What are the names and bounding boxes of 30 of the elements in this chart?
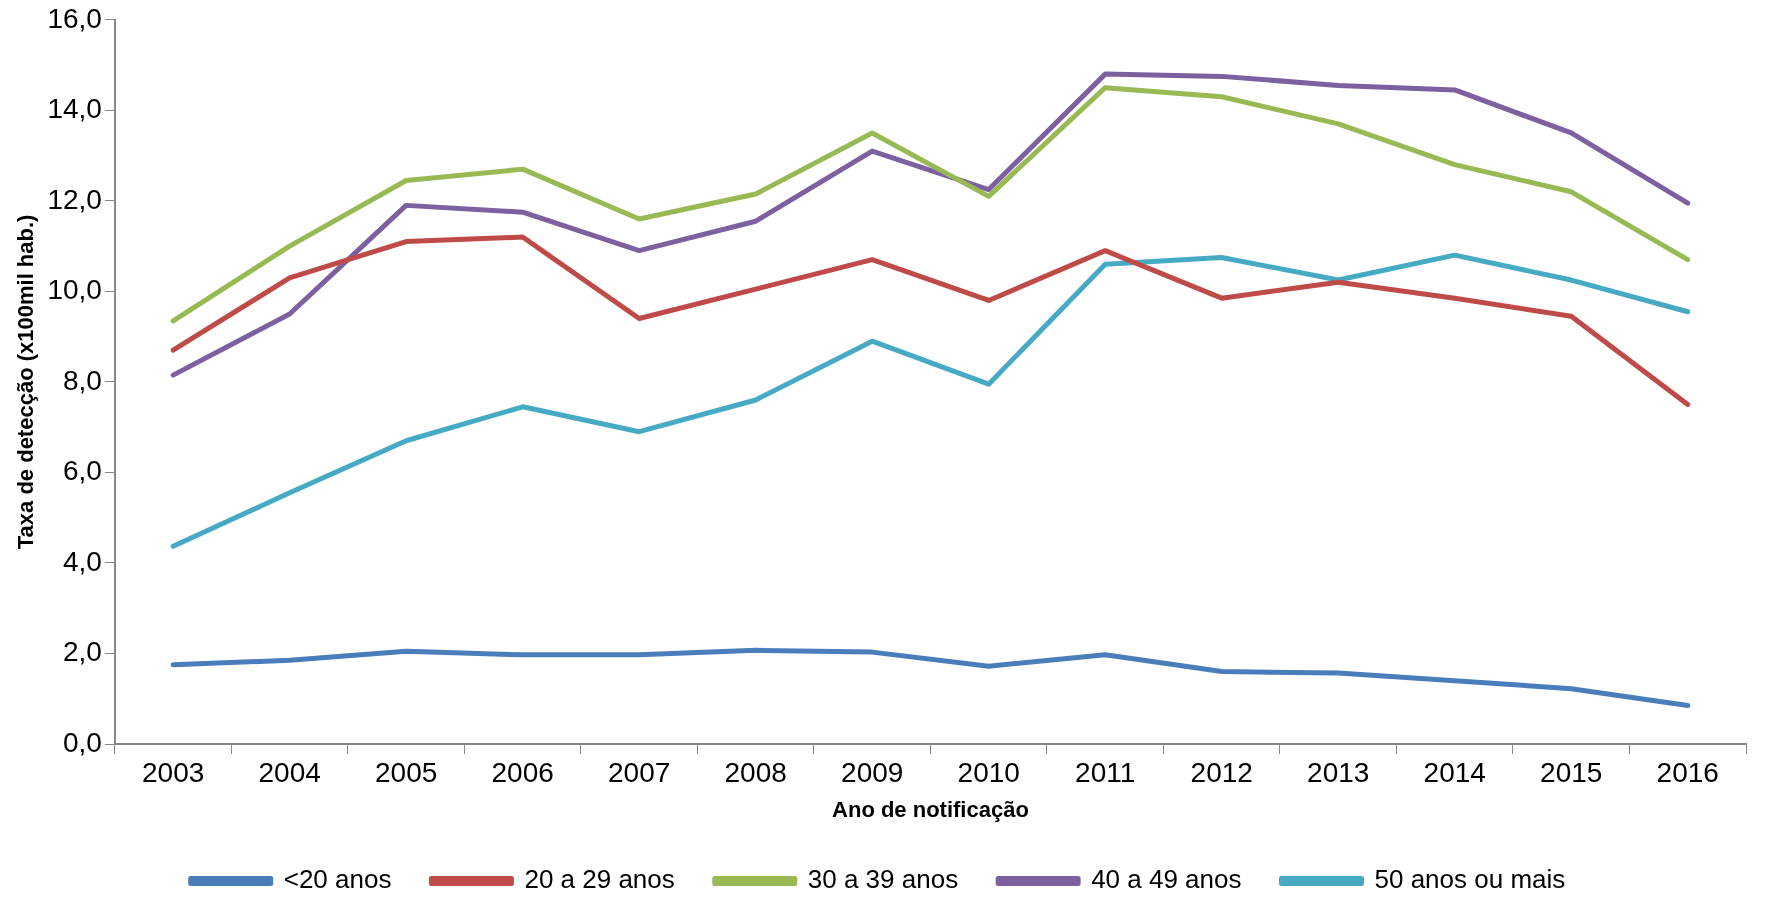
x-tick-label: 2008 xyxy=(724,756,787,788)
y-tick-label: 10,0 xyxy=(47,274,102,306)
x-tick-label: 2007 xyxy=(608,756,671,788)
x-tick-label: 2005 xyxy=(375,756,438,788)
x-tick-label: 2015 xyxy=(1540,756,1603,788)
x-tick-label: 2016 xyxy=(1656,756,1719,788)
x-tick-label: 2010 xyxy=(957,756,1020,788)
x-tick-label: 2014 xyxy=(1423,756,1486,788)
x-tick-label: 2003 xyxy=(142,756,205,788)
y-tick-label: 4,0 xyxy=(62,545,102,577)
x-tick-label: 2006 xyxy=(491,756,554,788)
legend-label: 30 a 39 anos xyxy=(807,864,959,895)
y-tick-label: 0,0 xyxy=(62,726,102,758)
legend-label: 20 a 29 anos xyxy=(524,864,675,895)
y-axis-title: Taxa de detecção (x100mil hab.) xyxy=(13,214,39,550)
x-axis-title: Ano de notificação xyxy=(832,796,1029,822)
x-tick-label: 2004 xyxy=(258,756,321,788)
x-tick-label: 2011 xyxy=(1075,756,1136,788)
y-tick-label: 16,0 xyxy=(47,2,102,34)
x-tick-label: 2012 xyxy=(1190,756,1253,788)
legend-label: <20 anos xyxy=(283,864,392,895)
x-tick-label: 2009 xyxy=(841,756,904,788)
y-tick-label: 2,0 xyxy=(62,636,102,668)
legend-label: 40 a 49 anos xyxy=(1091,864,1242,895)
y-tick-label: 6,0 xyxy=(62,455,102,487)
y-tick-label: 8,0 xyxy=(62,364,102,396)
legend-label: 50 anos ou mais xyxy=(1374,864,1566,895)
x-tick-label: 2013 xyxy=(1307,756,1370,788)
y-tick-label: 14,0 xyxy=(47,93,102,125)
y-tick-label: 12,0 xyxy=(47,183,102,215)
